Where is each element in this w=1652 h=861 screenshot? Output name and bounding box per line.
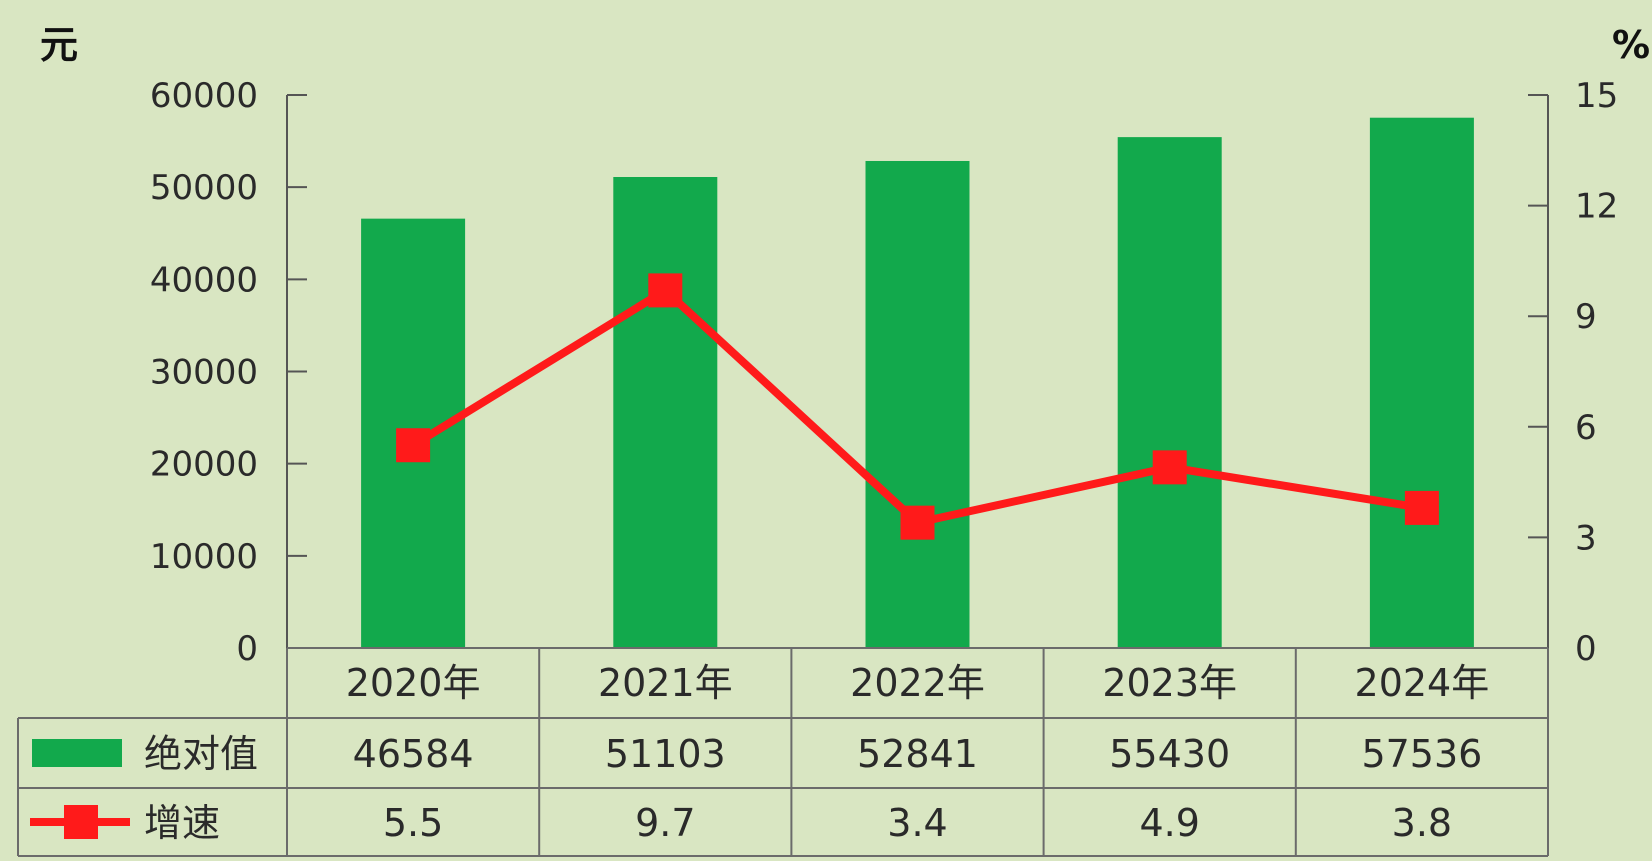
category-label-0: 2020年 [346,661,481,705]
table-cell-1-2: 3.4 [887,801,947,845]
row-label-1: 增速 [144,801,220,845]
legend-swatch-bar [32,739,122,767]
bar-3 [1117,137,1222,648]
table-cell-0-3: 55430 [1109,732,1230,776]
right-tick-label-0: 0 [1575,629,1597,669]
growth-marker-2 [900,505,935,540]
axes-layer: 0 10000 20000 30000 40000 50000 60000 0 3 6 9 12 15 元… [40,23,1650,669]
right-tick-label-1: 3 [1575,518,1597,558]
table-cell-0-0: 46584 [353,732,474,776]
left-tick-label-1: 10000 [150,537,258,577]
left-tick-label-5: 50000 [150,168,258,208]
right-tick-label-5: 15 [1575,76,1618,116]
bar-2 [865,160,970,648]
left-tick-label-3: 30000 [150,353,258,393]
growth-marker-3 [1152,450,1187,485]
category-label-3: 2023年 [1102,661,1237,705]
table-cell-0-1: 51103 [605,732,726,776]
growth-marker-0 [396,428,431,463]
category-label-1: 2021年 [598,661,733,705]
right-tick-label-3: 9 [1575,297,1597,337]
table-cell-0-4: 57536 [1361,732,1482,776]
table-cell-1-4: 3.8 [1392,801,1452,845]
bars-layer [361,117,1474,649]
left-tick-label-0: 0 [236,629,258,669]
left-tick-label-6: 60000 [150,76,258,116]
right-tick-label-2: 6 [1575,408,1597,448]
left-tick-label-4: 40000 [150,260,258,300]
bar-4 [1369,117,1474,649]
line-layer [396,273,1439,540]
category-label-4: 2024年 [1355,661,1490,705]
bar-1 [613,177,718,649]
category-label-2: 2022年 [850,661,985,705]
growth-marker-1 [648,273,683,308]
table-cell-1-1: 9.7 [635,801,695,845]
table-cell-1-3: 4.9 [1139,801,1199,845]
left-tick-label-2: 20000 [150,445,258,485]
left-axis-unit: 元 [40,23,78,67]
right-axis-unit: % [1612,23,1650,67]
legend-swatch-marker [64,805,98,839]
growth-marker-4 [1404,490,1439,525]
table-cell-1-0: 5.5 [383,801,443,845]
row-label-0: 绝对值 [144,732,258,776]
table-cell-0-2: 52841 [857,732,978,776]
right-tick-label-4: 12 [1575,187,1618,227]
